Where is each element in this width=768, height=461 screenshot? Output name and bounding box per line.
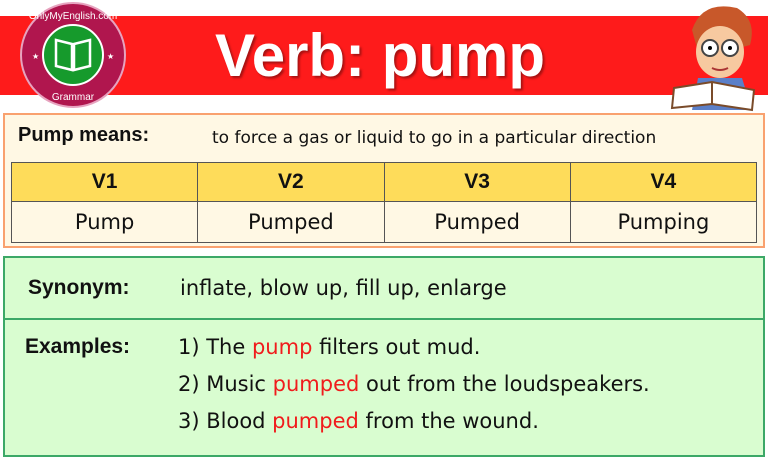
header-v3: V3 (383, 162, 571, 202)
examples-label: Examples: (25, 335, 131, 358)
header-v2: V2 (197, 162, 385, 202)
header-v1: V1 (10, 162, 199, 202)
example-text: 3) Blood (178, 409, 273, 433)
table-row: Pump Pumped Pumped Pumping (10, 201, 758, 243)
header-v4: V4 (569, 162, 758, 202)
example-text: filters out mud. (312, 335, 481, 359)
svg-text:★: ★ (107, 52, 114, 61)
cell-v1: Pump (10, 201, 199, 243)
example-2: 2) Music pumped out from the loudspeaker… (178, 372, 650, 396)
highlighted-verb: pump (251, 335, 313, 359)
cell-v2: Pumped (197, 201, 385, 243)
table-header-row: V1 V2 V3 V4 (10, 162, 758, 202)
cell-v4: Pumping (569, 201, 758, 243)
verb-forms-table: V1 V2 V3 V4 Pump Pumped Pumped Pumping (10, 162, 758, 243)
reading-character-illustration (670, 6, 756, 112)
example-3: 3) Blood pumped from the wound. (178, 409, 539, 433)
highlighted-verb: pumped (272, 372, 360, 396)
svg-text:OnlyMyEnglish.com: OnlyMyEnglish.com (29, 11, 117, 22)
example-text: out from the loudspeakers. (359, 372, 650, 396)
svg-text:★: ★ (32, 52, 39, 61)
example-text: 2) Music (178, 372, 273, 396)
site-logo: OnlyMyEnglish.com Grammar ★ ★ (20, 2, 126, 108)
synonym-examples-panel (3, 256, 765, 457)
example-text: 1) The (178, 335, 252, 359)
divider (3, 318, 765, 320)
synonym-label: Synonym: (28, 276, 130, 299)
synonym-text: inflate, blow up, fill up, enlarge (180, 276, 507, 300)
meaning-text: to force a gas or liquid to go in a part… (212, 128, 657, 148)
example-text: from the wound. (358, 409, 539, 433)
meaning-label: Pump means: (18, 124, 150, 146)
example-1: 1) The pump filters out mud. (178, 335, 480, 359)
cell-v3: Pumped (383, 201, 571, 243)
page-title: Verb: pump (214, 22, 546, 89)
svg-text:Grammar: Grammar (52, 92, 95, 103)
highlighted-verb: pumped (272, 409, 359, 433)
header-banner (0, 16, 768, 95)
